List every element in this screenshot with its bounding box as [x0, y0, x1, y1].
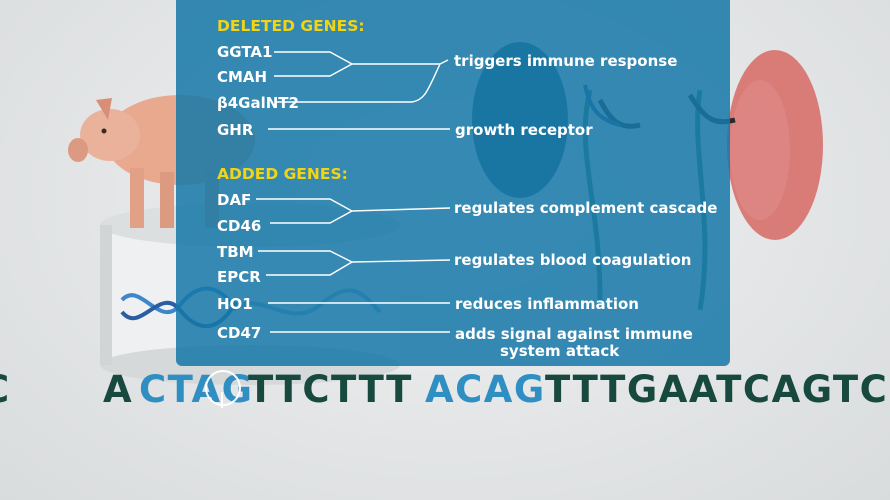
sequence-segment: TTCTTT [248, 368, 413, 411]
function-growth-receptor: growth receptor [455, 121, 593, 139]
gene-label-epcr: EPCR [217, 268, 261, 286]
gene-label-cmah: CMAH [217, 68, 268, 86]
function-immune-signal-line1: adds signal against immune [455, 325, 693, 343]
function-triggers-immune: triggers immune response [454, 52, 678, 70]
function-complement-cascade: regulates complement cascade [454, 199, 718, 217]
function-immune-signal-line2: system attack [500, 342, 620, 360]
gene-label-tbm: TBM [217, 243, 254, 261]
function-reduces-inflammation: reduces inflammation [455, 295, 639, 313]
gene-label-ghr: GHR [217, 121, 254, 139]
cursor-line [221, 392, 223, 408]
deleted-genes-header: DELETED GENES: [217, 17, 365, 35]
info-panel [176, 0, 730, 366]
added-genes-header: ADDED GENES: [217, 165, 348, 183]
gene-label-ho1: HO1 [217, 295, 253, 313]
gene-label-ggta1: GGTA1 [217, 43, 273, 61]
function-blood-coagulation: regulates blood coagulation [454, 251, 692, 269]
sequence-segment: C [0, 368, 11, 411]
gene-label-b4galnt2: β4GalNT2 [217, 94, 299, 112]
gene-label-daf: DAF [217, 191, 252, 209]
cursor-ring-icon [205, 370, 241, 406]
gene-label-cd47: CD47 [217, 324, 262, 342]
gene-label-cd46: CD46 [217, 217, 262, 235]
sequence-segment-highlight: ACAG [425, 368, 546, 411]
sequence-segment: A [103, 368, 134, 411]
sequence-segment: TTTGAATCAGTC [545, 368, 889, 411]
dna-sequence: C A CTAG TTCTTT ACAG TTTGAATCAGTC [0, 368, 890, 412]
